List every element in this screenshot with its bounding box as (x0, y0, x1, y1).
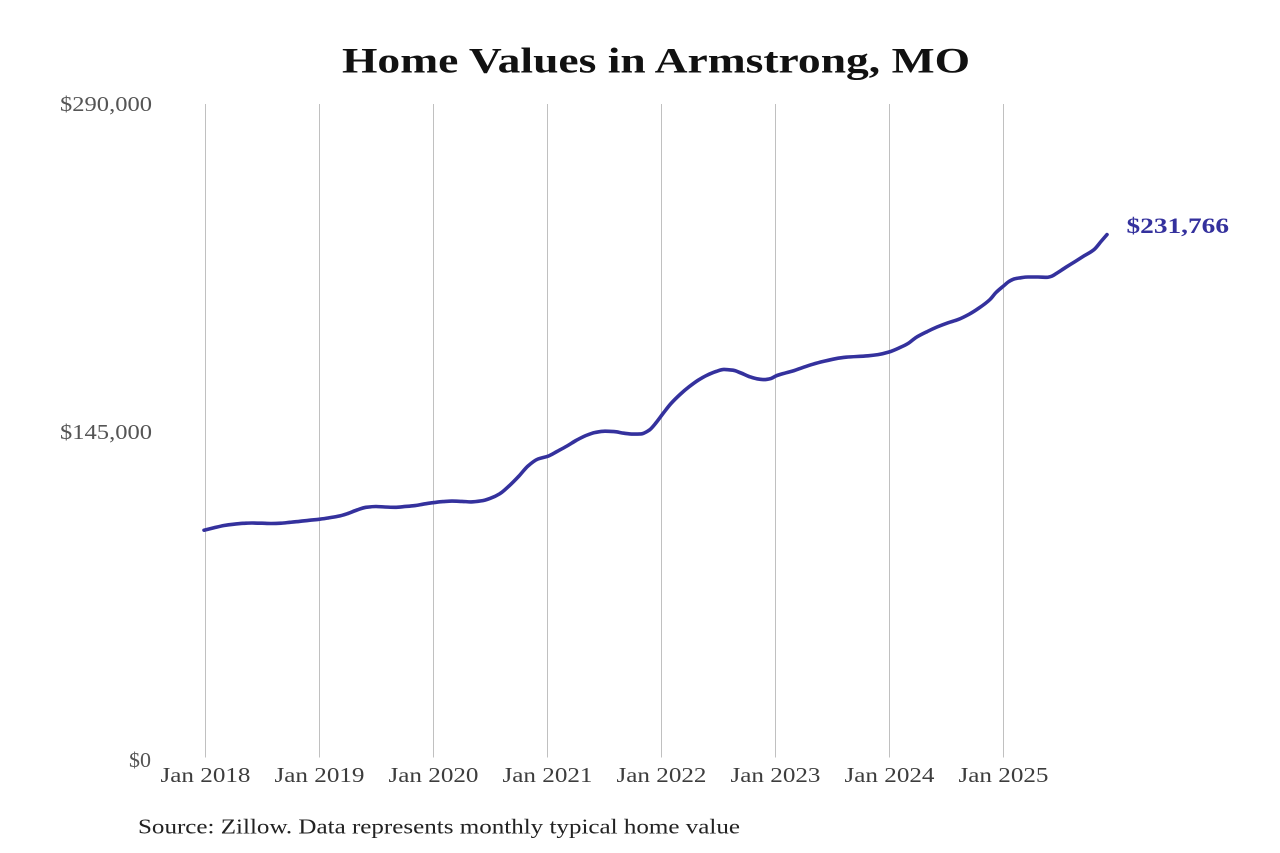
svg-text:Jan 2025: Jan 2025 (959, 763, 1049, 787)
svg-text:$145,000: $145,000 (60, 420, 152, 444)
svg-text:Jan 2018: Jan 2018 (161, 763, 251, 787)
svg-text:$0: $0 (129, 748, 151, 772)
svg-text:Jan 2024: Jan 2024 (845, 763, 935, 787)
svg-text:Jan 2021: Jan 2021 (503, 763, 593, 787)
svg-text:Source: Zillow. Data represent: Source: Zillow. Data represents monthly … (138, 814, 740, 838)
svg-text:Jan 2023: Jan 2023 (731, 763, 821, 787)
svg-text:$290,000: $290,000 (60, 92, 152, 116)
svg-text:Jan 2019: Jan 2019 (275, 763, 365, 787)
svg-text:Jan 2022: Jan 2022 (617, 763, 707, 787)
svg-text:Home Values in Armstrong, MO: Home Values in Armstrong, MO (342, 40, 970, 80)
svg-text:$231,766: $231,766 (1127, 213, 1230, 238)
svg-text:Jan 2020: Jan 2020 (389, 763, 479, 787)
